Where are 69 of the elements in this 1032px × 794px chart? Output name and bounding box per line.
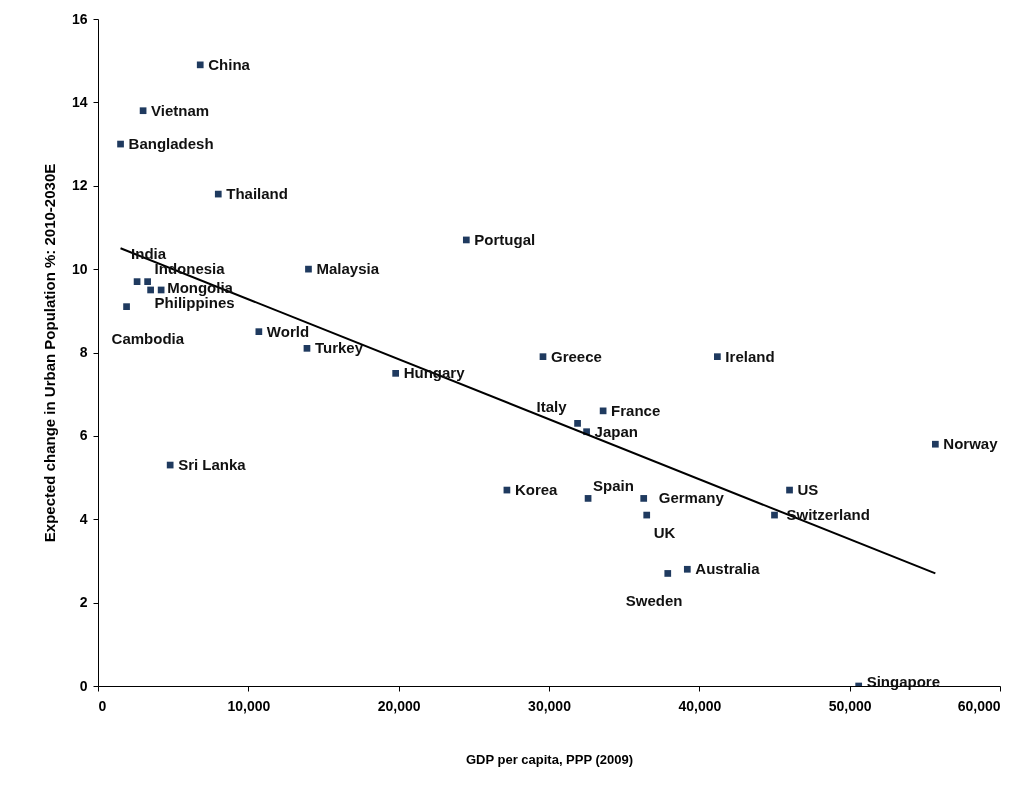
y-tick-label: 10	[71, 260, 88, 277]
y-tick-label: 16	[71, 10, 88, 27]
series-label: Norway	[943, 435, 999, 453]
series-label: Korea	[514, 481, 559, 499]
series-label: Ireland	[725, 347, 775, 365]
x-tick-label: 60,000	[957, 697, 1001, 714]
series-label: Germany	[658, 489, 725, 507]
series-label: UK	[653, 524, 676, 542]
x-tick-label: 40,000	[678, 697, 722, 714]
point	[392, 369, 400, 377]
series-label: Sweden	[625, 592, 683, 610]
y-tick-label: 12	[71, 177, 88, 194]
series-label: Spain	[593, 477, 634, 495]
series-label: France	[611, 401, 661, 419]
point	[574, 420, 581, 427]
series-label: Vietnam	[151, 101, 210, 119]
point	[664, 570, 672, 577]
point	[714, 353, 721, 361]
point	[584, 495, 592, 502]
y-axis-title: Expected change in Urban Population %: 2010-2030E	[40, 163, 58, 543]
series-label: China	[208, 55, 251, 73]
x-tick-label: 20,000	[377, 697, 421, 714]
series-label: US	[797, 481, 819, 499]
point	[144, 278, 151, 285]
series-label: India	[131, 244, 167, 262]
y-tick-label: 0	[79, 677, 88, 694]
point	[133, 278, 141, 285]
point	[196, 61, 204, 69]
point	[255, 328, 263, 336]
point	[305, 265, 312, 273]
point	[123, 303, 130, 310]
series-label: Singapore	[866, 673, 941, 690]
point	[643, 511, 651, 519]
x-tick-label: 30,000	[528, 697, 572, 714]
y-tick-label: 8	[79, 344, 88, 360]
point	[539, 353, 547, 361]
point	[214, 190, 222, 198]
point	[462, 236, 470, 244]
series-label: Malaysia	[316, 260, 380, 278]
series-label: Bangladesh	[128, 135, 214, 153]
y-tick-label: 4	[79, 510, 88, 527]
series-label: Sri Lanka	[178, 456, 247, 474]
series-label: Italy	[536, 398, 568, 416]
point	[932, 440, 939, 448]
y-tick-label: 14	[71, 93, 88, 110]
series-label: World	[266, 322, 310, 340]
series-label: Japan	[594, 422, 638, 440]
x-tick-label: 50,000	[828, 697, 872, 714]
point	[683, 565, 691, 573]
point	[139, 107, 147, 115]
x-tick-label: 0	[98, 697, 107, 714]
series-label: Greece	[550, 347, 602, 365]
y-tick-label: 2	[79, 594, 88, 611]
series-label: Thailand	[226, 185, 288, 203]
series-label: Switzerland	[786, 506, 870, 524]
x-tick-label: 10,000	[227, 697, 271, 714]
point	[786, 486, 793, 494]
y-tick-label: 6	[79, 427, 88, 444]
point	[117, 140, 124, 148]
point	[303, 344, 311, 352]
series-label: Cambodia	[111, 329, 185, 347]
point	[640, 495, 648, 502]
point	[771, 511, 778, 519]
point	[147, 286, 154, 294]
point	[166, 461, 174, 469]
series-label: Australia	[695, 560, 761, 578]
series-label: Portugal	[474, 230, 536, 248]
series-label: Turkey	[314, 339, 364, 357]
x-axis-title: GDP per capita, PPP (2009)	[465, 751, 634, 767]
